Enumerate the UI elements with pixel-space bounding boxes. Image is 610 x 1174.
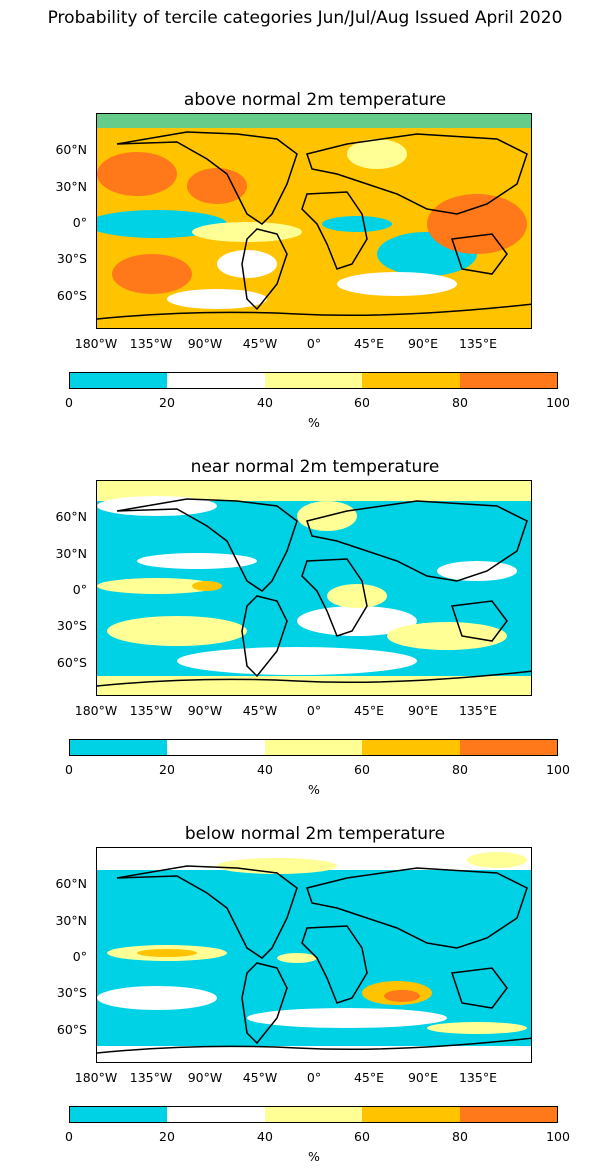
map-near-normal [96,480,532,696]
lon-label: 90°W [187,336,223,351]
panel-title-below: below normal 2m temperature [184,824,446,844]
colorbar-bin-40-60 [264,1107,363,1122]
colorbar-tick: 100 [546,1129,570,1144]
colorbar-bin-60-80 [362,1107,460,1122]
lat-label: 30°S [56,618,87,633]
colorbar-unit: % [308,1149,320,1164]
lon-label: 45°W [242,1070,278,1085]
lat-label: 60°N [55,509,87,524]
lon-label: 180°W [74,703,118,718]
lon-label: 45°W [242,336,278,351]
lon-label: 180°W [74,1070,118,1085]
colorbar-tick: 60 [354,395,370,410]
lat-label: 30°S [56,985,87,1000]
colorbar-bin-60-80 [362,740,460,755]
colorbar-bin-40-60 [264,373,363,388]
figure-title: Probability of tercile categories Jun/Ju… [47,8,563,28]
colorbar-bin-0-20 [70,1107,168,1122]
colorbar-unit: % [308,782,320,797]
lon-label: 0° [306,703,322,718]
map-below-normal [96,847,532,1063]
colorbar-bin-80-100 [459,740,558,755]
lon-label: 0° [306,1070,322,1085]
colorbar-bin-20-40 [167,1107,265,1122]
colorbar-unit: % [308,415,320,430]
map-above-normal [96,113,532,329]
lat-label: 60°S [56,655,87,670]
colorbar-tick: 20 [159,395,175,410]
lon-label: 45°E [353,1070,385,1085]
lon-label: 135°E [458,703,497,718]
lon-label: 45°W [242,703,278,718]
lon-label: 45°E [353,336,385,351]
lon-label: 135°E [458,336,497,351]
lon-label: 90°W [187,703,223,718]
colorbar-bin-0-20 [70,740,168,755]
lon-label: 90°E [407,336,439,351]
lon-label: 90°E [407,703,439,718]
lat-label: 30°S [56,251,87,266]
colorbar [69,739,558,756]
lat-label: 30°N [55,913,87,928]
colorbar-tick: 80 [452,762,468,777]
lon-label: 135°W [129,336,173,351]
lat-label: 60°N [55,142,87,157]
lon-label: 90°W [187,1070,223,1085]
colorbar-tick: 40 [257,1129,273,1144]
lat-label: 0° [72,582,87,597]
colorbar-bin-80-100 [459,373,558,388]
colorbar-tick: 20 [159,1129,175,1144]
colorbar-tick: 0 [65,1129,73,1144]
lat-label: 0° [72,215,87,230]
lon-label: 135°W [129,1070,173,1085]
panel-title-near: near normal 2m temperature [190,457,440,477]
lon-label: 45°E [353,703,385,718]
lon-label: 0° [306,336,322,351]
panel-title-above: above normal 2m temperature [183,90,447,110]
lat-label: 60°S [56,288,87,303]
colorbar-tick: 80 [452,395,468,410]
colorbar-tick: 0 [65,395,73,410]
colorbar-tick: 80 [452,1129,468,1144]
lat-label: 30°N [55,179,87,194]
colorbar-tick: 60 [354,762,370,777]
colorbar-tick: 60 [354,1129,370,1144]
colorbar [69,372,558,389]
colorbar-bin-0-20 [70,373,168,388]
colorbar-bin-20-40 [167,740,265,755]
colorbar [69,1106,558,1123]
colorbar-tick: 20 [159,762,175,777]
lon-label: 135°W [129,703,173,718]
lat-label: 30°N [55,546,87,561]
colorbar-bin-20-40 [167,373,265,388]
colorbar-tick: 40 [257,762,273,777]
colorbar-tick: 100 [546,762,570,777]
lon-label: 135°E [458,1070,497,1085]
colorbar-bin-60-80 [362,373,460,388]
lat-label: 60°S [56,1022,87,1037]
colorbar-bin-40-60 [264,740,363,755]
lat-label: 0° [72,949,87,964]
colorbar-tick: 40 [257,395,273,410]
lat-label: 60°N [55,876,87,891]
colorbar-bin-80-100 [459,1107,558,1122]
colorbar-tick: 100 [546,395,570,410]
colorbar-tick: 0 [65,762,73,777]
lon-label: 180°W [74,336,118,351]
lon-label: 90°E [407,1070,439,1085]
